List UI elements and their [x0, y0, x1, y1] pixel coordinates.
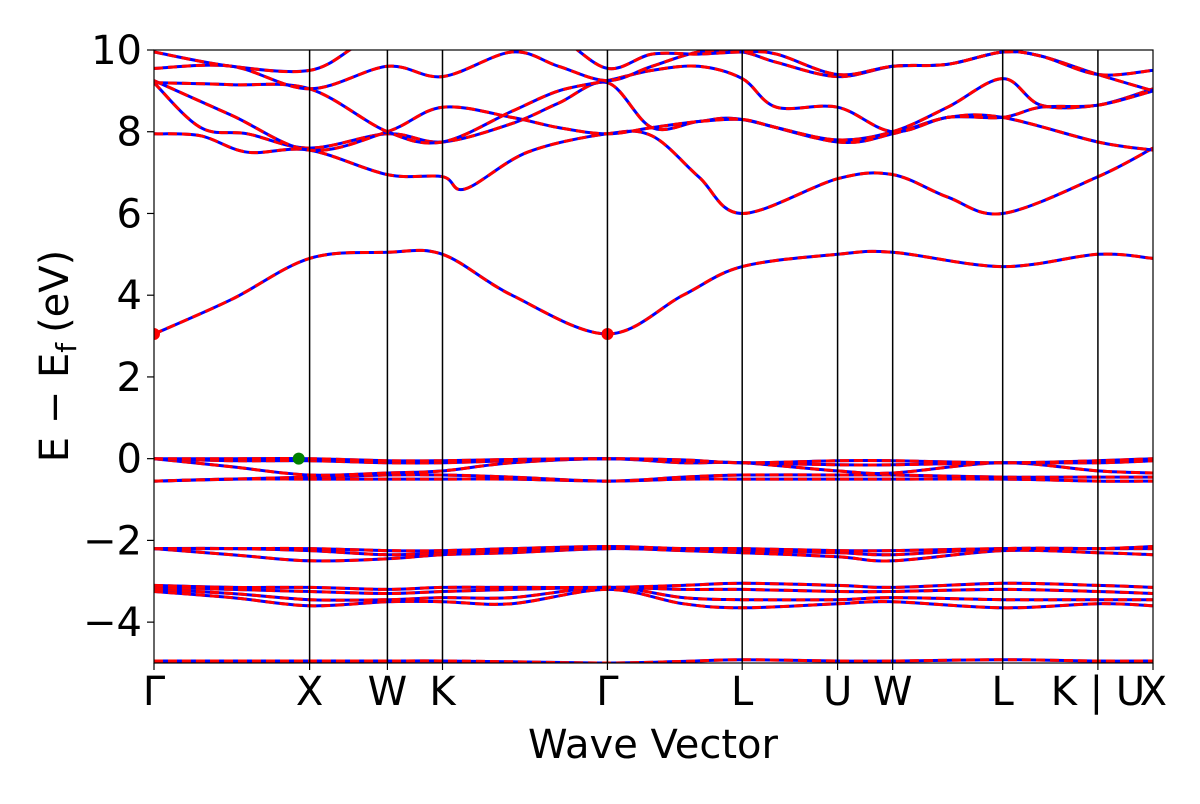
y-tick-label-6: 8 [117, 110, 142, 156]
y-tick-label-4: 4 [117, 273, 142, 319]
x-axis-label: Wave Vector [528, 722, 779, 768]
band-line-red-3 [154, 585, 1153, 596]
x-tick-label-6: U [823, 669, 852, 715]
y-axis-label: E − Ef (eV) [32, 250, 83, 463]
y-axis-label-unit: (eV) [32, 250, 78, 333]
x-tick-label-4: Γ [596, 669, 619, 715]
band-line-red-9 [154, 473, 1153, 483]
svg-text:E − Ef(eV): E − Ef (eV) [32, 250, 83, 463]
x-tick-label-9: K | U [1051, 669, 1145, 715]
y-axis-label-subscript: f [50, 342, 83, 353]
band-line-red-16 [154, 77, 1153, 152]
band-line-red-12 [154, 457, 1153, 465]
x-tick-label-10: X [1140, 669, 1167, 715]
band-line-red-4 [154, 581, 1153, 591]
y-tick-label-7: 10 [91, 28, 142, 74]
y-tick-label-1: −2 [83, 518, 142, 564]
band-line-red-18 [154, 50, 1153, 93]
x-tick-label-3: K [429, 669, 457, 715]
y-tick-label-2: 0 [117, 437, 142, 483]
markers-layer [154, 328, 614, 465]
y-tick-label-5: 6 [117, 191, 142, 237]
y-tick-label-0: −4 [83, 600, 142, 646]
x-tick-label-5: L [731, 669, 754, 715]
bands-layer [154, 50, 1153, 663]
plot-frame [153, 49, 1154, 664]
band-line-red-19 [154, 50, 1153, 77]
band-extremum-marker-0 [154, 328, 160, 341]
band-line-red-15 [154, 80, 1153, 152]
y-axis-ticks: −4 −2 0 2 4 6 8 10 [83, 28, 154, 646]
band-extremum-marker-2 [292, 452, 305, 465]
y-axis-label-main: E − E [32, 353, 78, 463]
x-tick-label-0: Γ [143, 669, 166, 715]
x-tick-label-8: L [992, 669, 1015, 715]
band-line-red-7 [154, 544, 1153, 553]
y-tick-label-3: 2 [117, 355, 142, 401]
band-line-red-0 [154, 658, 1153, 663]
band-line-red-2 [154, 585, 1153, 602]
x-tick-label-7: W [873, 669, 913, 715]
x-tick-label-1: X [296, 669, 323, 715]
kpath-separators [308, 50, 1099, 663]
band-line-red-1 [154, 587, 1153, 610]
x-tick-label-2: W [368, 669, 408, 715]
